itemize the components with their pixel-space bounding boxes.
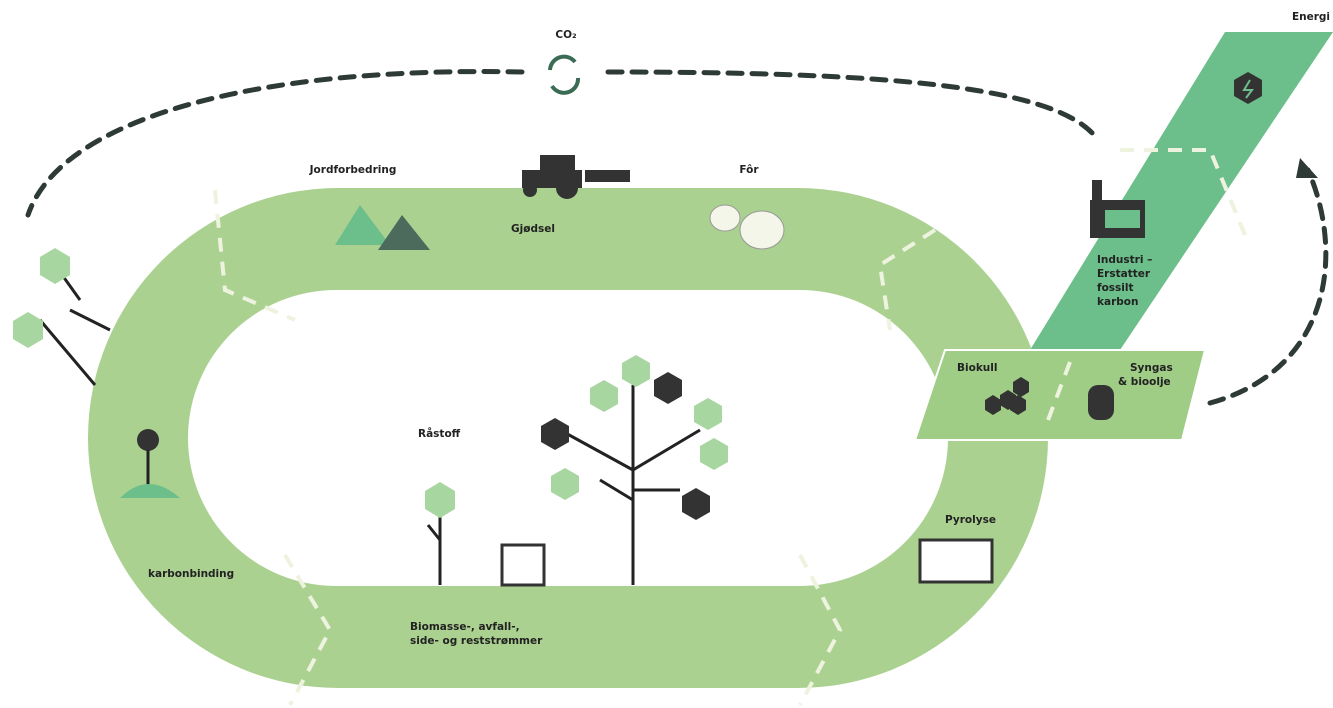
- label: fossilt: [1097, 282, 1134, 294]
- flower: [137, 429, 159, 451]
- cycle-icon: [550, 57, 575, 70]
- label: karbon: [1097, 296, 1138, 308]
- label: & bioolje: [1118, 376, 1171, 388]
- label: Fôr: [739, 164, 759, 176]
- spreader: [585, 170, 630, 182]
- recycle-bin: [502, 545, 544, 585]
- label: Gjødsel: [511, 223, 555, 235]
- cycle-icon: [552, 78, 578, 93]
- label: Råstoff: [418, 427, 461, 440]
- tractor-wheel: [556, 177, 578, 199]
- energy-arrow: [1210, 170, 1326, 403]
- reactor: [1088, 385, 1114, 420]
- label: side- og reststrømmer: [410, 635, 543, 647]
- factory-window: [1105, 210, 1140, 228]
- diagram: CO₂ Energi Jordforbedring Gjødsel Fôr In…: [0, 0, 1333, 708]
- co2-arrow: [608, 72, 1098, 140]
- arrow-head: [1296, 158, 1318, 178]
- label: CO₂: [555, 29, 577, 41]
- chimney: [1092, 180, 1102, 205]
- label: Biokull: [957, 362, 997, 374]
- label: Industri –: [1097, 254, 1152, 266]
- label: Pyrolyse: [945, 514, 996, 526]
- chicken: [740, 211, 784, 249]
- tractor-wheel: [523, 183, 537, 197]
- label: Jordforbedring: [309, 164, 397, 176]
- label: karbonbinding: [148, 568, 234, 580]
- label: Energi: [1292, 11, 1330, 23]
- energy-band: [1030, 32, 1333, 350]
- kiln: [920, 540, 992, 582]
- label: Biomasse-, avfall-,: [410, 621, 520, 633]
- label: Syngas: [1130, 362, 1173, 374]
- label: Erstatter: [1097, 268, 1151, 280]
- leaf: [13, 312, 43, 348]
- chicken: [710, 205, 740, 231]
